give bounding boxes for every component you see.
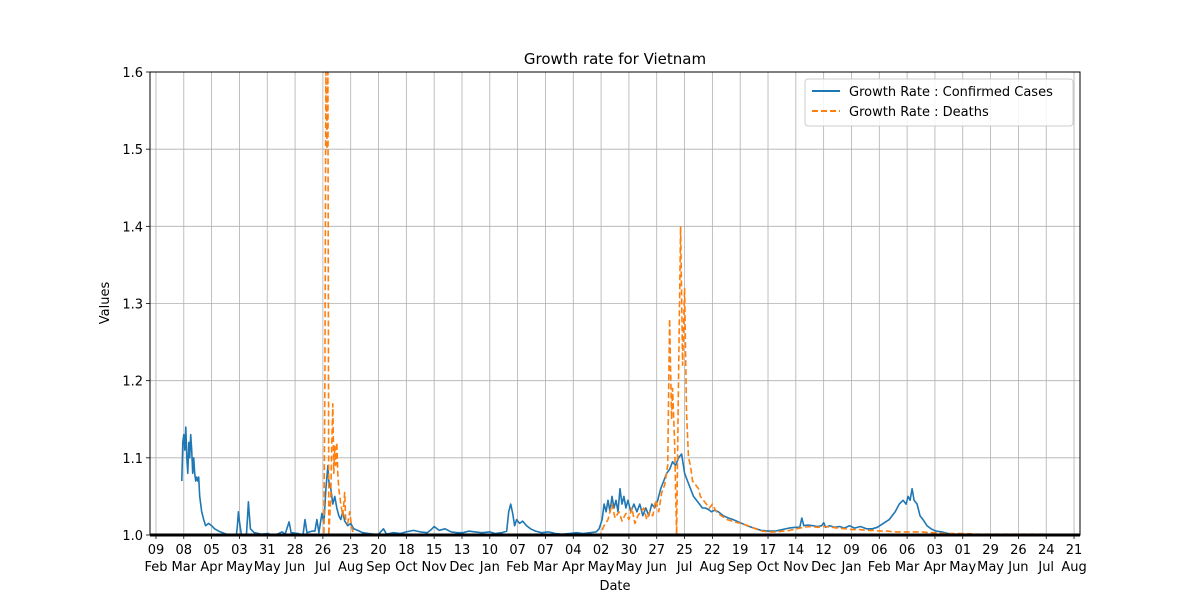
x-tick-label-day: 19 [732,543,749,558]
x-tick-label-month: Apr [924,560,947,575]
x-tick-label-day: 10 [482,543,499,558]
x-tick-label-month: Feb [506,560,529,575]
x-tick-label-day: 06 [899,543,916,558]
x-tick-label-day: 06 [871,543,888,558]
x-tick-label-day: 07 [537,543,554,558]
x-tick-label-day: 02 [593,543,610,558]
x-tick-label-day: 26 [315,543,332,558]
legend-label-confirmed: Growth Rate : Confirmed Cases [849,85,1053,100]
x-tick-label-day: 31 [259,543,276,558]
x-tick-label-month: Feb [144,560,167,575]
x-tick-label-month: Nov [783,560,809,575]
x-tick-label-month: Jul [676,560,693,575]
x-tick-label-month: May [977,560,1004,575]
x-tick-label-day: 25 [676,543,693,558]
x-tick-label-month: Sep [728,560,753,575]
x-tick-label-day: 18 [398,543,415,558]
x-tick-label-day: 09 [843,543,860,558]
x-tick-label-month: Mar [895,560,920,575]
x-tick-label-day: 29 [982,543,999,558]
x-tick-label-month: Mar [533,560,558,575]
x-tick-label-day: 26 [1010,543,1027,558]
series-line-deaths [181,71,1080,536]
x-tick-label-day: 15 [426,543,443,558]
x-tick-label-month: Apr [562,560,585,575]
x-tick-label-month: Dec [811,560,836,575]
x-tick-label-month: Jun [646,560,667,575]
x-tick-label-day: 24 [1038,543,1055,558]
chart-title: Growth rate for Vietnam [524,50,706,68]
x-tick-label-day: 05 [203,543,220,558]
series-line-confirmed-cases [181,426,1080,536]
x-tick-label-month: Apr [200,560,223,575]
x-tick-label-day: 14 [788,543,805,558]
y-tick-label: 1.0 [122,529,143,544]
x-tick-label-month: Aug [700,560,725,575]
x-tick-label-day: 12 [815,543,832,558]
x-tick-label-month: Jan [479,560,500,575]
x-tick-label-day: 28 [287,543,304,558]
x-tick-label-month: Nov [421,560,447,575]
x-tick-label-month: Oct [395,560,417,575]
legend-label-deaths: Growth Rate : Deaths [849,105,989,120]
y-tick-label: 1.5 [122,143,143,158]
y-tick-label: 1.4 [122,220,143,235]
x-tick-label-day: 30 [621,543,638,558]
x-tick-label-month: May [226,560,253,575]
x-tick-label-day: 13 [454,543,471,558]
x-tick-label-month: Jun [1007,560,1028,575]
y-axis-label: Values [98,282,113,325]
x-tick-label-month: May [588,560,615,575]
x-tick-label-day: 23 [342,543,359,558]
legend-box [804,78,1074,127]
x-tick-label-day: 22 [704,543,721,558]
x-tick-label-month: Feb [868,560,891,575]
x-axis-label: Date [599,579,630,594]
x-tick-label-day: 03 [927,543,944,558]
x-tick-label-month: Mar [172,560,197,575]
x-tick-label-month: Aug [1061,560,1086,575]
x-tick-label-day: 03 [231,543,248,558]
x-tick-label-month: Jul [1037,560,1054,575]
x-tick-label-day: 21 [1066,543,1083,558]
y-tick-label: 1.1 [122,452,143,467]
x-tick-label-month: May [615,560,642,575]
x-tick-label-month: Jul [314,560,331,575]
x-tick-label-day: 04 [565,543,582,558]
x-tick-label-day: 08 [176,543,193,558]
x-tick-label-month: Jan [840,560,861,575]
x-tick-label-month: Oct [757,560,779,575]
y-tick-label: 1.3 [122,298,143,313]
x-tick-label-day: 20 [370,543,387,558]
legend: Growth Rate : Confirmed Cases Growth Rat… [804,78,1074,127]
x-tick-label-month: Sep [366,560,391,575]
y-tick-label: 1.2 [122,375,143,390]
x-tick-label-month: May [949,560,976,575]
x-tick-label-month: Aug [338,560,363,575]
y-tick-label: 1.6 [122,66,143,81]
x-tick-label-day: 27 [648,543,665,558]
x-tick-label-month: Jun [284,560,305,575]
x-tick-label-day: 07 [509,543,526,558]
x-tick-label-month: Dec [449,560,474,575]
x-tick-label-day: 17 [760,543,777,558]
ticks: 09 Feb 08 Mar 05 Apr 03 May 31 May 28 Jun 26 Jul 23 Aug… [122,66,1086,575]
x-tick-label-day: 01 [954,543,971,558]
x-tick-label-month: May [254,560,281,575]
x-tick-label-day: 09 [148,543,165,558]
